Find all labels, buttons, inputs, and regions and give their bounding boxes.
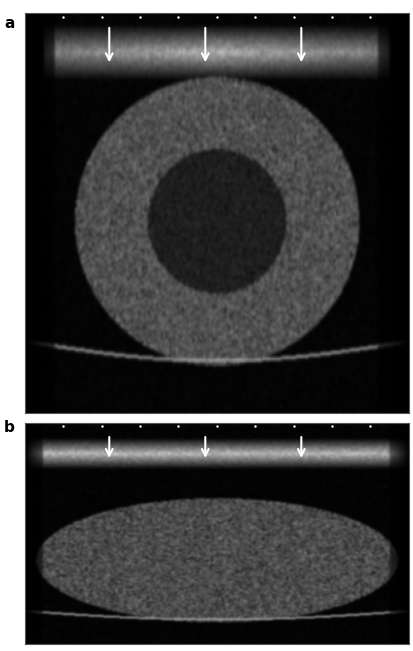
Text: b: b — [4, 420, 15, 435]
Text: a: a — [4, 16, 14, 31]
